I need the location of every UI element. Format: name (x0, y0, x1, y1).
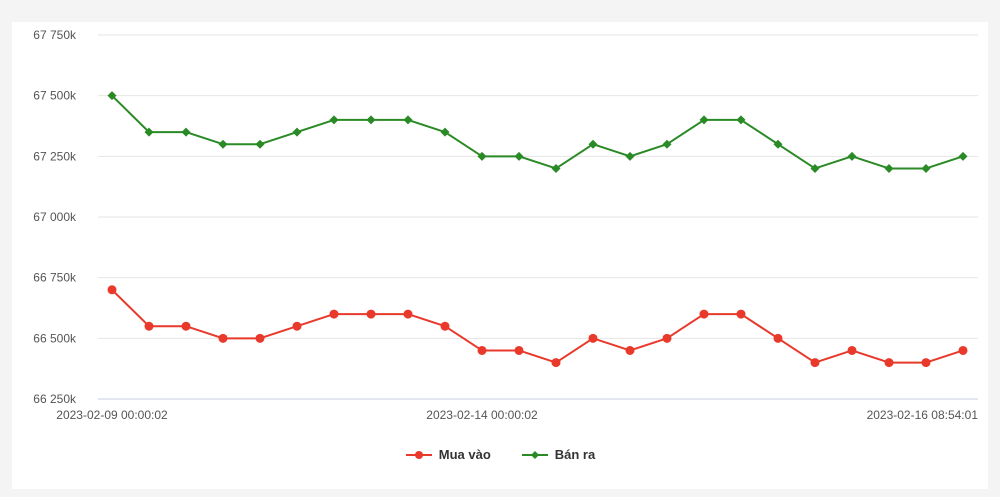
data-point[interactable] (181, 127, 191, 137)
data-point[interactable] (699, 115, 709, 125)
series-line (111, 94, 964, 170)
data-point[interactable] (181, 321, 191, 331)
data-point[interactable] (107, 285, 117, 295)
x-tick-label: 2023-02-09 00:00:02 (56, 408, 168, 422)
data-point[interactable] (477, 345, 487, 355)
data-point[interactable] (551, 163, 561, 173)
data-point[interactable] (107, 91, 117, 101)
diamond-marker-icon (521, 450, 548, 459)
data-point[interactable] (477, 151, 487, 161)
series-ban-ra (107, 91, 968, 173)
data-point[interactable] (218, 333, 228, 343)
y-axis-ticks: 67 750k 67 500k 67 250k 67 000k 66 750k 66 50… (33, 28, 77, 406)
data-point[interactable] (440, 127, 450, 137)
data-point[interactable] (329, 115, 339, 125)
legend-label-mua-vao: Mua vào (438, 447, 491, 462)
y-tick-label: 67 250k (33, 149, 77, 163)
data-point[interactable] (958, 151, 968, 161)
legend-item-ban-ra[interactable]: Bán ra (521, 447, 595, 462)
data-point[interactable] (810, 163, 820, 173)
y-tick-label: 66 750k (33, 271, 77, 285)
y-tick-label: 67 500k (33, 89, 77, 103)
data-point[interactable] (551, 358, 561, 368)
data-point[interactable] (699, 309, 709, 319)
data-point[interactable] (662, 139, 672, 149)
chart-card: 67 750k 67 500k 67 250k 67 000k 66 750k 66 50… (12, 22, 988, 489)
y-tick-label: 67 750k (33, 28, 77, 42)
data-point[interactable] (218, 139, 228, 149)
data-point[interactable] (366, 309, 376, 319)
data-point[interactable] (884, 358, 894, 368)
legend: Mua vào Bán ra (12, 447, 988, 462)
series-mua-vao (107, 285, 968, 368)
data-point[interactable] (403, 309, 413, 319)
grid-lines (98, 34, 978, 400)
data-point[interactable] (662, 333, 672, 343)
data-point[interactable] (921, 163, 931, 173)
data-point[interactable] (292, 321, 302, 331)
data-point[interactable] (292, 127, 302, 137)
data-point[interactable] (847, 345, 857, 355)
data-point[interactable] (847, 151, 857, 161)
data-point[interactable] (736, 309, 746, 319)
data-point[interactable] (625, 345, 635, 355)
data-point[interactable] (958, 345, 968, 355)
data-point[interactable] (810, 358, 820, 368)
y-tick-label: 66 250k (33, 392, 77, 406)
data-point[interactable] (366, 115, 376, 125)
series-layer (107, 91, 968, 368)
x-axis-ticks: 2023-02-09 00:00:02 2023-02-14 00:00:02 20… (56, 408, 978, 422)
data-point[interactable] (440, 321, 450, 331)
legend-label-ban-ra: Bán ra (554, 447, 596, 462)
legend-item-mua-vao[interactable]: Mua vào (405, 447, 491, 462)
line-chart: 67 750k 67 500k 67 250k 67 000k 66 750k 66 50… (33, 28, 978, 422)
circle-marker-icon (405, 450, 432, 459)
data-point[interactable] (884, 163, 894, 173)
data-point[interactable] (588, 139, 598, 149)
data-point[interactable] (255, 139, 265, 149)
data-point[interactable] (514, 345, 524, 355)
data-point[interactable] (329, 309, 339, 319)
x-tick-label: 2023-02-14 00:00:02 (426, 408, 538, 422)
data-point[interactable] (514, 151, 524, 161)
y-tick-label: 67 000k (33, 210, 77, 224)
data-point[interactable] (625, 151, 635, 161)
data-point[interactable] (144, 127, 154, 137)
data-point[interactable] (144, 321, 154, 331)
y-tick-label: 66 500k (33, 331, 77, 345)
data-point[interactable] (773, 139, 783, 149)
data-point[interactable] (773, 333, 783, 343)
data-point[interactable] (921, 358, 931, 368)
data-point[interactable] (255, 333, 265, 343)
data-point[interactable] (736, 115, 746, 125)
data-point[interactable] (588, 333, 598, 343)
series-line (111, 289, 964, 364)
data-point[interactable] (403, 115, 413, 125)
x-tick-label: 2023-02-16 08:54:01 (867, 408, 979, 422)
